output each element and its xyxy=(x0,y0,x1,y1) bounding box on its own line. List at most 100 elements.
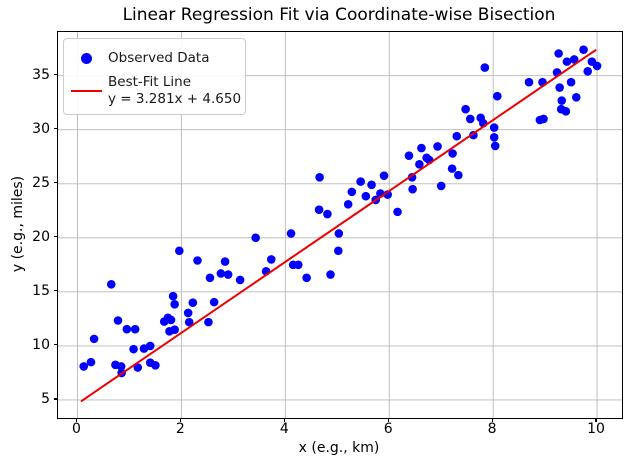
x-axis-label: x (e.g., km) xyxy=(298,440,380,456)
data-point xyxy=(393,207,402,217)
legend-line-col xyxy=(64,90,108,92)
data-point xyxy=(415,160,424,169)
data-point xyxy=(188,298,198,307)
data-point xyxy=(448,149,457,158)
x-tick-6 xyxy=(387,418,389,422)
data-point xyxy=(417,143,426,153)
y-tick-5 xyxy=(53,398,57,400)
data-point xyxy=(130,324,140,334)
data-point xyxy=(493,91,502,101)
y-tick-25 xyxy=(53,182,57,184)
data-point xyxy=(106,279,116,289)
data-point xyxy=(86,357,96,367)
data-point xyxy=(461,104,470,114)
data-point xyxy=(583,67,593,76)
y-tick-30 xyxy=(53,128,57,130)
y-tick-label-15: 15 xyxy=(32,282,50,299)
data-point xyxy=(592,61,602,71)
data-point xyxy=(235,275,245,285)
data-point xyxy=(168,291,178,301)
data-point xyxy=(145,341,155,351)
x-tick-label-10: 10 xyxy=(587,421,605,437)
x-tick-2 xyxy=(179,418,181,422)
data-point xyxy=(447,164,457,173)
data-point xyxy=(183,308,193,318)
data-point xyxy=(266,255,276,264)
data-point xyxy=(562,57,572,66)
legend-marker-col xyxy=(64,52,108,64)
x-tick-0 xyxy=(75,418,78,422)
y-tick-label-30: 30 xyxy=(32,120,50,137)
data-point xyxy=(133,363,143,372)
data-point xyxy=(571,92,581,102)
plot-area xyxy=(57,31,623,419)
y-tick-label-20: 20 xyxy=(32,228,50,245)
data-point xyxy=(163,313,173,323)
data-point xyxy=(566,77,576,87)
data-point xyxy=(122,324,132,334)
data-point xyxy=(524,77,534,87)
chart-title: Linear Regression Fit via Coordinate-wis… xyxy=(122,5,556,25)
y-tick-35 xyxy=(53,74,57,76)
x-tick-label-0: 0 xyxy=(72,421,81,437)
data-point xyxy=(555,83,564,92)
fit-line-swatch xyxy=(70,90,102,92)
data-point xyxy=(361,191,371,201)
scatter-marker-swatch xyxy=(80,52,92,64)
data-point xyxy=(356,177,365,186)
data-point xyxy=(220,257,230,266)
data-point xyxy=(89,334,99,344)
legend-fit-label: Best-Fit Line xyxy=(108,74,192,90)
data-point xyxy=(209,297,219,307)
data-point xyxy=(193,256,202,265)
data-point xyxy=(334,229,344,238)
data-point xyxy=(569,55,579,64)
data-point xyxy=(408,184,417,194)
data-point xyxy=(113,316,123,325)
data-point xyxy=(454,170,463,180)
legend-entry-observed: Observed Data xyxy=(64,46,245,70)
x-tick-8 xyxy=(491,418,493,422)
data-point xyxy=(579,45,588,55)
best-fit-line xyxy=(80,49,597,402)
data-point xyxy=(407,172,417,182)
y-tick-label-25: 25 xyxy=(32,174,50,191)
data-point xyxy=(175,246,184,256)
data-point xyxy=(165,327,174,336)
legend: Observed Data Best-Fit Line y = 3.281x +… xyxy=(63,38,246,115)
data-point xyxy=(151,361,160,370)
data-point xyxy=(379,171,389,180)
data-point xyxy=(314,205,324,215)
data-point xyxy=(184,317,194,327)
data-point xyxy=(204,317,213,327)
data-point xyxy=(404,151,414,160)
y-tick-10 xyxy=(53,344,57,346)
y-tick-label-5: 5 xyxy=(41,390,50,407)
plot-canvas xyxy=(58,32,622,418)
x-tick-label-4: 4 xyxy=(279,421,289,437)
data-point xyxy=(452,131,462,141)
data-point xyxy=(205,273,215,283)
y-tick-label-10: 10 xyxy=(32,336,50,353)
data-point xyxy=(315,172,324,182)
data-point xyxy=(436,181,446,191)
data-point xyxy=(326,270,335,279)
data-point xyxy=(539,114,548,124)
data-point xyxy=(302,273,311,283)
x-tick-label-6: 6 xyxy=(383,421,393,437)
y-tick-20 xyxy=(53,236,57,238)
data-point xyxy=(433,142,442,151)
data-point xyxy=(480,63,490,72)
data-point xyxy=(323,209,332,219)
data-point xyxy=(334,246,343,256)
legend-entry-fit: Best-Fit Line y = 3.281x + 4.650 xyxy=(64,74,245,108)
data-point xyxy=(294,260,303,270)
y-tick-label-35: 35 xyxy=(32,66,50,83)
data-point xyxy=(489,123,499,132)
x-tick-4 xyxy=(283,418,285,422)
data-point xyxy=(216,269,226,278)
data-point xyxy=(251,233,260,243)
data-point xyxy=(554,49,563,58)
x-tick-10 xyxy=(595,418,597,422)
data-point xyxy=(490,141,500,151)
